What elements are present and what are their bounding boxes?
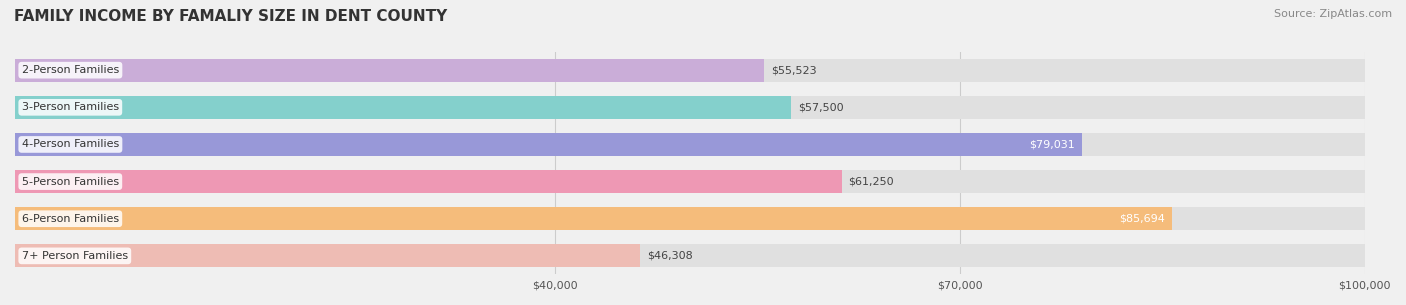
- Bar: [15, 244, 1365, 267]
- Text: $57,500: $57,500: [797, 102, 844, 112]
- Text: $61,250: $61,250: [848, 177, 894, 187]
- Text: 2-Person Families: 2-Person Families: [21, 65, 120, 75]
- Text: 3-Person Families: 3-Person Families: [21, 102, 120, 112]
- Text: Source: ZipAtlas.com: Source: ZipAtlas.com: [1274, 9, 1392, 19]
- Bar: [15, 59, 1365, 82]
- Bar: [15, 170, 842, 193]
- Text: $85,694: $85,694: [1119, 214, 1166, 224]
- Text: FAMILY INCOME BY FAMALIY SIZE IN DENT COUNTY: FAMILY INCOME BY FAMALIY SIZE IN DENT CO…: [14, 9, 447, 24]
- Text: 4-Person Families: 4-Person Families: [21, 139, 120, 149]
- Bar: [15, 207, 1171, 230]
- Bar: [15, 133, 1365, 156]
- Text: 5-Person Families: 5-Person Families: [21, 177, 120, 187]
- Bar: [15, 133, 1081, 156]
- Bar: [15, 207, 1365, 230]
- Bar: [15, 59, 765, 82]
- Text: $55,523: $55,523: [770, 65, 817, 75]
- Text: 7+ Person Families: 7+ Person Families: [21, 251, 128, 261]
- Bar: [15, 96, 792, 119]
- Text: 6-Person Families: 6-Person Families: [21, 214, 120, 224]
- Text: $46,308: $46,308: [647, 251, 693, 261]
- Text: $79,031: $79,031: [1029, 139, 1076, 149]
- Bar: [15, 170, 1365, 193]
- Bar: [15, 244, 640, 267]
- Bar: [15, 96, 1365, 119]
